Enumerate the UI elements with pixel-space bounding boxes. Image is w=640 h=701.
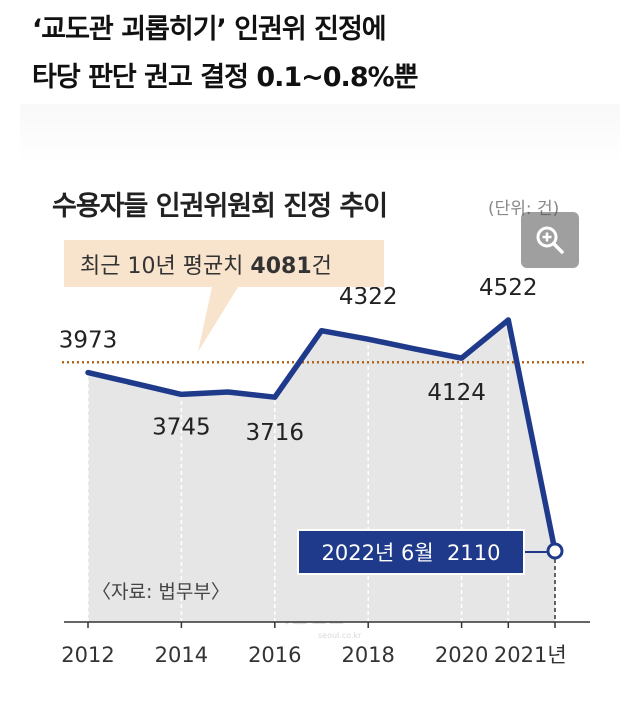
source-note: 〈자료: 법무부〉 bbox=[92, 581, 230, 603]
average-callout-box bbox=[64, 240, 384, 352]
data-point-2015 bbox=[226, 390, 230, 394]
average-value: 4081 bbox=[250, 254, 311, 279]
average-label: 최근 10년 평균치 4081건 bbox=[80, 254, 332, 279]
last-point-box bbox=[297, 529, 525, 575]
data-label-2016: 3716 bbox=[246, 420, 305, 446]
last-point-callout: 2022년 6월 2110 bbox=[297, 529, 525, 575]
data-label-2018: 4322 bbox=[339, 284, 398, 310]
headline: ‘교도관 괴롭히기’ 인권위 진정에 타당 판단 권고 결정 0.1~0.8%뿐 bbox=[32, 6, 632, 102]
data-point-2016 bbox=[273, 395, 277, 399]
data-point-2020 bbox=[460, 356, 464, 360]
headline-line-2: 타당 판단 권고 결정 0.1~0.8%뿐 bbox=[32, 62, 419, 93]
data-label-2014: 3745 bbox=[152, 414, 211, 440]
data-point-2013 bbox=[133, 381, 137, 385]
average-label-prefix: 최근 10년 평균치 bbox=[80, 254, 250, 279]
last-point-label: 2022년 6월 2110 bbox=[322, 541, 501, 565]
data-label-2012: 3973 bbox=[59, 328, 118, 354]
area-fill bbox=[88, 320, 555, 622]
data-point-2019 bbox=[413, 347, 417, 351]
headline-line-1: ‘교도관 괴롭히기’ 인권위 진정에 bbox=[32, 14, 387, 45]
average-callout: 최근 10년 평균치 4081건 bbox=[64, 240, 384, 352]
data-point-2021 bbox=[506, 318, 510, 322]
data-point-marker-2022 bbox=[546, 542, 564, 560]
x-tick-label-0: 2012 bbox=[61, 643, 114, 667]
plot-area: 2012 2014 2016 2018 2020 2021년 3973 3745 3716 432… bbox=[59, 275, 590, 667]
x-tick-label-4: 2020 bbox=[435, 643, 488, 667]
data-point-2018 bbox=[366, 337, 370, 341]
zoom-button[interactable] bbox=[521, 212, 579, 268]
data-point-2017 bbox=[320, 329, 323, 333]
x-tick-label-1: 2014 bbox=[155, 643, 208, 667]
blurred-subtitle-band bbox=[20, 104, 620, 164]
x-tick-label-3: 2018 bbox=[341, 643, 394, 667]
watermark-url: seoul.co.kr bbox=[318, 631, 362, 640]
data-point-2012 bbox=[86, 371, 90, 375]
x-tick-label-2: 2016 bbox=[248, 643, 301, 667]
data-label-2021: 4522 bbox=[479, 275, 538, 301]
data-label-2020: 4124 bbox=[427, 380, 486, 406]
chart-title: 수용자들 인권위원회 진정 추이 bbox=[52, 191, 387, 222]
data-point-2014 bbox=[179, 392, 183, 396]
average-label-suffix: 건 bbox=[312, 254, 332, 279]
zoom-in-icon bbox=[536, 226, 564, 254]
x-tick-label-5: 2021년 bbox=[494, 643, 567, 667]
